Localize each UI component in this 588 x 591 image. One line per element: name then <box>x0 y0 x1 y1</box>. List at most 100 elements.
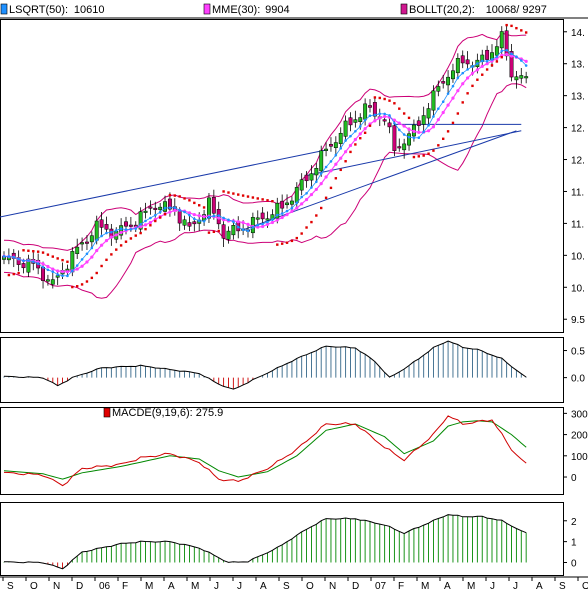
candle-body <box>265 218 270 221</box>
sar-point <box>290 239 294 243</box>
lsqrt-point <box>495 55 499 58</box>
candle-body <box>94 220 99 241</box>
candle-body <box>70 251 75 273</box>
mme-point <box>412 129 416 133</box>
lsqrt-point <box>27 259 30 262</box>
sar-point <box>500 56 503 59</box>
lsqrt-point <box>56 273 59 276</box>
lsqrt-point <box>183 210 186 214</box>
sar-point <box>383 97 386 101</box>
candle-body <box>192 221 197 225</box>
lsqrt-point <box>222 216 225 220</box>
sar-point <box>266 199 269 202</box>
candle-body <box>158 206 163 210</box>
candle-body <box>514 76 519 81</box>
x-tick-label: J <box>214 581 219 591</box>
lsqrt-point <box>95 238 99 242</box>
candle-body <box>260 212 265 220</box>
mme-point <box>363 127 367 131</box>
sar-point <box>178 195 181 198</box>
lsqrt-point <box>388 114 391 117</box>
candle-body <box>304 174 309 182</box>
candle-body <box>324 148 329 151</box>
lsqrt-point <box>437 107 440 110</box>
sar-point <box>193 201 196 205</box>
mme-point <box>470 71 475 75</box>
mme-point <box>524 59 528 63</box>
lsqrt-point <box>173 206 177 210</box>
candle-body <box>45 279 50 282</box>
lsqrt-point <box>75 264 79 267</box>
macd-legend-swatch <box>103 407 111 418</box>
lsqrt-point <box>378 112 382 116</box>
sar-point <box>310 220 313 224</box>
mme-point <box>290 209 294 213</box>
sar-point <box>66 260 69 263</box>
legend-swatch <box>0 3 8 15</box>
sar-point <box>276 243 279 246</box>
oscillator-outline <box>3 340 527 390</box>
sar-point <box>402 112 406 115</box>
panel-border-macd <box>0 407 564 495</box>
candle-body <box>485 49 490 60</box>
lsqrt-point <box>485 59 489 63</box>
candle-body <box>368 105 372 108</box>
trend-line <box>242 130 517 231</box>
lsqrt-point <box>490 58 494 61</box>
x-tick-label: S <box>283 581 290 591</box>
lsqrt-point <box>129 227 133 231</box>
candle-body <box>289 200 294 205</box>
mme-point <box>197 214 201 218</box>
y-tick-label: 0.5 <box>571 347 585 358</box>
candle-body <box>299 179 304 191</box>
sar-point <box>173 194 176 197</box>
lsqrt-point <box>271 218 274 221</box>
lsqrt-point <box>241 228 245 232</box>
lsqrt-point <box>432 115 435 118</box>
candle-body <box>75 246 80 254</box>
lsqrt-point <box>500 49 504 53</box>
y-tick-label: 11. <box>571 219 584 230</box>
candle-body <box>167 198 172 210</box>
candle-body <box>55 275 60 278</box>
mme-point <box>143 223 148 227</box>
lsqrt-point <box>466 68 469 71</box>
sar-point <box>149 224 152 227</box>
sar-point <box>134 234 137 237</box>
x-tick-label: M <box>467 581 475 591</box>
bollinger-lower-band <box>3 83 527 299</box>
mme-point <box>431 125 436 129</box>
mme-point <box>436 118 440 122</box>
candle-body <box>441 81 446 84</box>
x-tick-label: A <box>260 581 267 591</box>
mme-point <box>236 220 240 224</box>
mme-point <box>441 110 445 115</box>
lsqrt-point <box>17 257 20 261</box>
mme-point <box>392 118 396 122</box>
lsqrt-point <box>383 112 386 116</box>
lsqrt-point <box>280 212 284 215</box>
lsqrt-point <box>471 65 474 68</box>
mme-point <box>192 212 196 217</box>
legend-value: 9904 <box>265 4 289 16</box>
sar-point <box>524 31 528 34</box>
panel-border-osc <box>0 337 564 403</box>
sar-point <box>466 92 469 95</box>
candle-body <box>416 120 421 126</box>
lsqrt-point <box>110 230 113 234</box>
sar-point <box>115 248 118 251</box>
lsqrt-point <box>41 265 45 269</box>
lsqrt-point <box>524 64 528 67</box>
sar-point <box>485 68 489 71</box>
sar-point <box>7 273 11 277</box>
lsqrt-point <box>407 135 411 139</box>
lsqrt-point <box>66 274 69 278</box>
mme-point <box>139 225 143 229</box>
sar-point <box>32 250 35 253</box>
candle-body <box>285 202 289 206</box>
lsqrt-point <box>427 124 430 127</box>
candle-body <box>436 86 441 92</box>
lsqrt-point <box>71 269 74 273</box>
sar-point <box>339 168 342 172</box>
mme-point <box>241 221 245 225</box>
